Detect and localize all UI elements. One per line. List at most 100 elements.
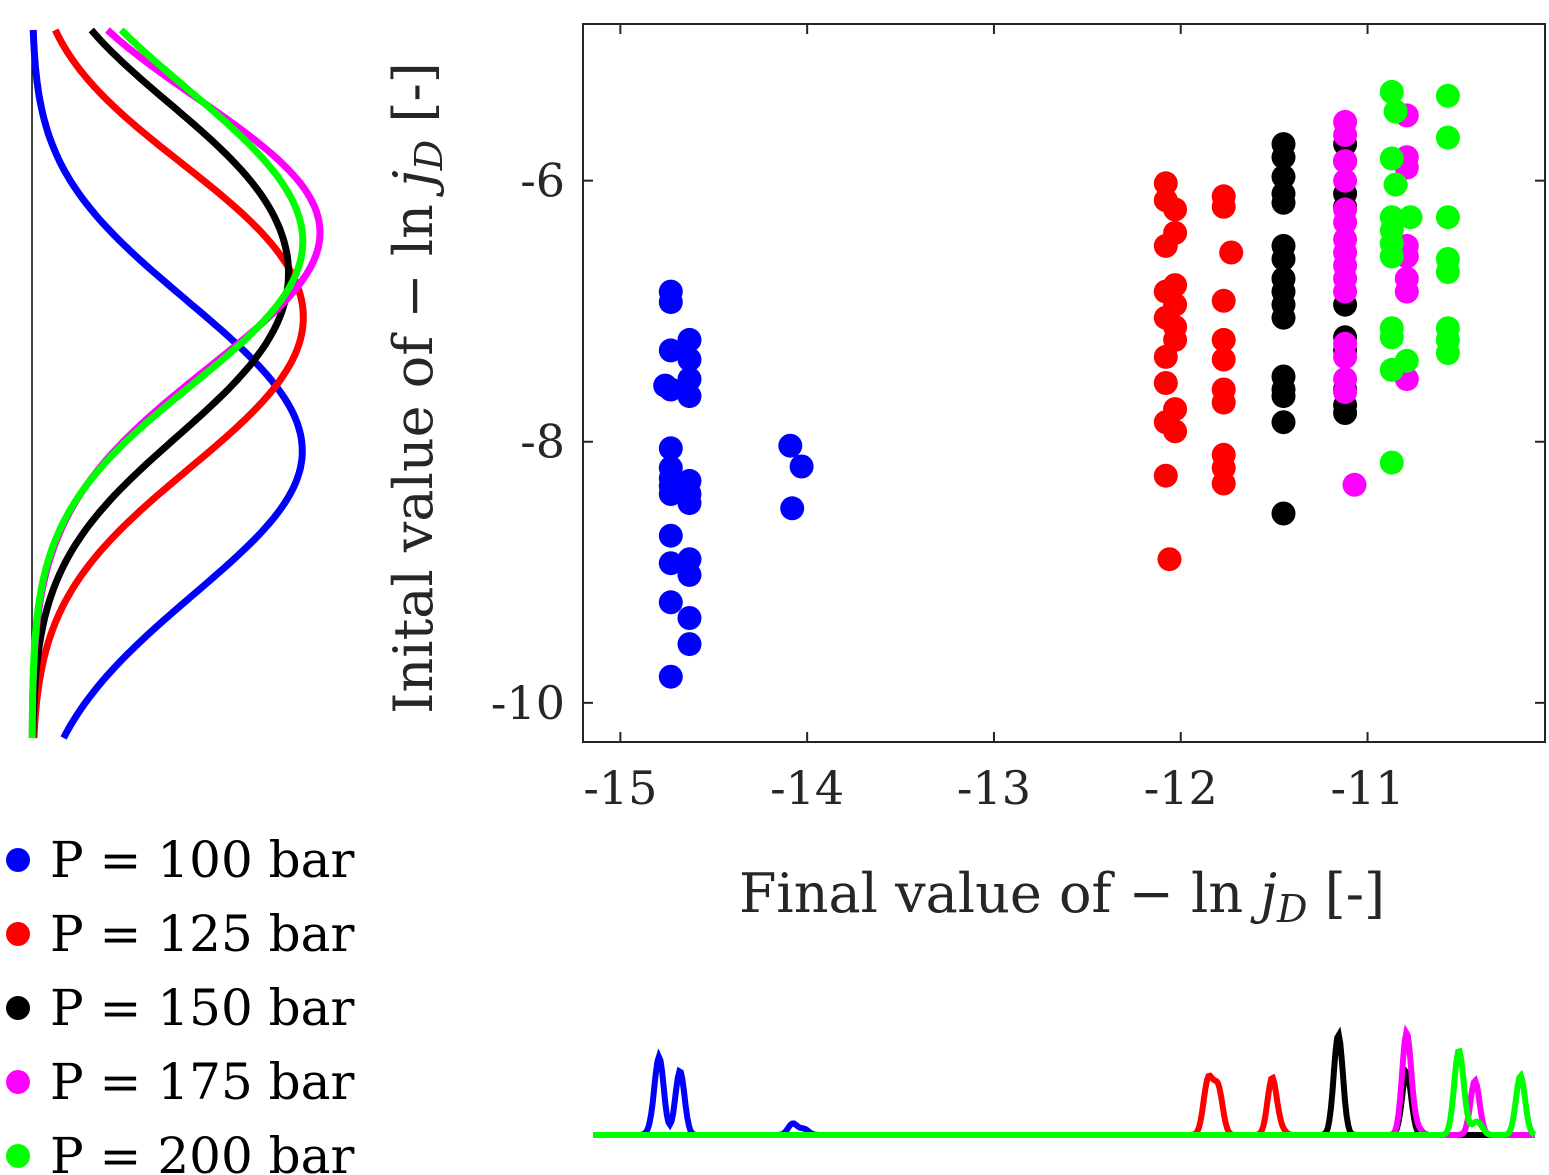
scatter-axes: -10 -8 -6 -15 -14 -13 -12 -11 [491,23,1546,815]
data-point [1435,83,1460,108]
data-point [1211,471,1236,496]
data-point [778,433,803,458]
data-point [658,436,683,461]
y-axis-label: Inital value of − ln jD [-] [382,62,451,714]
data-point [658,482,683,506]
data-point [677,491,702,516]
data-point [677,606,702,630]
x-axis-label: Final value of − ln jD [-] [739,862,1385,931]
data-point [1163,197,1188,222]
data-point [658,523,683,548]
legend-item: P = 100 bar [6,831,354,889]
legend-marker [6,922,30,946]
data-point [1271,384,1296,409]
data-point [1435,341,1460,365]
data-point [1211,194,1236,219]
y-tick-label: -10 [491,676,565,730]
y-tick-label: -8 [520,415,565,469]
data-point [1157,547,1182,572]
data-point [1379,325,1404,350]
data-point [677,367,702,392]
data-point [677,632,702,657]
data-point [1271,247,1296,271]
x-tick-label: -14 [770,761,844,815]
legend-label: P = 200 bar [50,1127,354,1175]
left-density-panel [28,27,324,740]
legend-marker [6,848,30,872]
data-point [1333,123,1358,147]
legend-label: P = 100 bar [50,831,354,889]
data-point [789,454,814,479]
bottom-density-curve [593,1024,1535,1138]
x-tick-label: -13 [957,761,1031,815]
data-point [1153,171,1178,196]
data-point [1211,327,1236,352]
data-point [677,327,702,352]
legend-label: P = 175 bar [50,1053,354,1111]
data-point [1271,164,1296,189]
left-density-curve [30,28,307,739]
data-point [658,290,683,315]
data-point [1271,501,1296,526]
bottom-density-panel [593,1024,1537,1138]
data-point [1211,347,1236,372]
data-point [677,384,702,409]
data-point [1383,99,1408,124]
series-125-bar [1153,171,1244,572]
data-point [658,664,683,689]
data-point [1333,279,1358,304]
data-point [1379,244,1404,269]
data-point [780,496,805,521]
data-point [1153,233,1178,258]
data-point [1153,463,1178,488]
data-point [1153,344,1178,369]
data-point [1333,210,1358,235]
series-200-bar [1379,79,1460,475]
data-point [1383,172,1408,197]
data-point [1333,344,1358,369]
legend-item: P = 125 bar [6,905,354,963]
data-point [1271,145,1296,170]
legend-item: P = 200 bar [6,1127,354,1175]
data-point [1435,260,1460,284]
bottom-density-curve [593,1047,1537,1138]
series-100-bar [653,279,814,689]
bottom-density-curve [593,1026,1535,1138]
data-point [658,338,683,363]
y-tick-label: -6 [520,154,565,208]
data-point [1342,472,1367,497]
legend-label: P = 150 bar [50,979,354,1037]
left-density-curve [29,29,306,740]
data-point [1153,371,1178,395]
left-density-curve [29,27,292,739]
y-ticks: -10 -8 -6 [491,154,1545,730]
legend-marker [6,996,30,1020]
data-point [1379,79,1404,104]
legend-marker [6,1144,30,1168]
data-point [1333,401,1358,425]
data-point [1333,380,1358,405]
data-point [1379,450,1404,475]
data-point [1379,146,1404,171]
x-tick-label: -12 [1144,761,1218,815]
data-point [1435,125,1460,150]
x-ticks: -15 -14 -13 -12 -11 [583,24,1405,815]
x-tick-label: -11 [1331,761,1405,815]
scatter-points [653,79,1460,689]
data-point [1219,240,1244,265]
data-point [1271,190,1296,215]
data-point [1394,279,1419,304]
data-point [1163,419,1188,444]
data-point [658,551,683,576]
data-point [1211,390,1236,415]
data-point [1394,348,1419,373]
bottom-density-curve [593,1048,1535,1138]
legend-item: P = 175 bar [6,1053,354,1111]
data-point [1333,149,1358,174]
data-point [1271,410,1296,435]
data-point [1398,205,1423,230]
data-point [1211,288,1236,313]
x-tick-label: -15 [583,761,657,815]
data-point [1333,168,1358,193]
